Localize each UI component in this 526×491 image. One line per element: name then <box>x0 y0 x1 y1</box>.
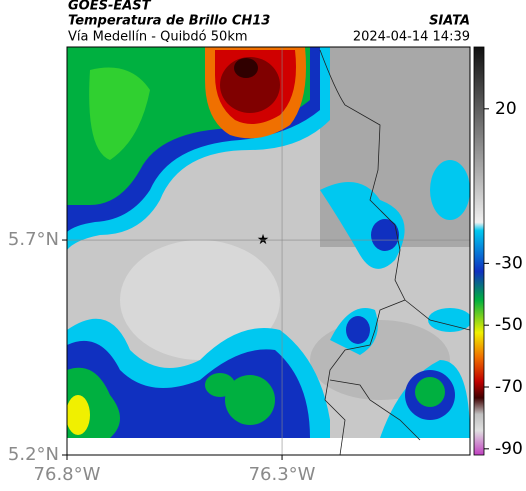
colorbar-label: -90 <box>495 439 523 459</box>
datetime: 2024-04-14 14:39 <box>353 30 470 45</box>
region: Vía Medellín - Quibdó 50km <box>68 30 248 45</box>
x-tick-label: 76.3°W <box>249 464 316 485</box>
subtitle: Temperatura de Brillo CH13 <box>68 14 270 29</box>
colorbar-label: -70 <box>495 377 523 397</box>
colorbar-label: -50 <box>495 315 523 335</box>
y-tick-label: 5.7°N <box>8 229 59 250</box>
colorbar-label: -30 <box>495 253 523 273</box>
x-tick-label: 76.8°W <box>34 464 101 485</box>
map-frame <box>66 46 471 456</box>
source: SIATA <box>429 14 470 29</box>
imagery: ★ <box>67 47 470 455</box>
colorbar <box>473 46 485 456</box>
title: GOES-EAST <box>68 0 152 14</box>
colorbar-label: 20 <box>495 99 517 119</box>
y-tick-label: 5.2°N <box>8 444 59 465</box>
